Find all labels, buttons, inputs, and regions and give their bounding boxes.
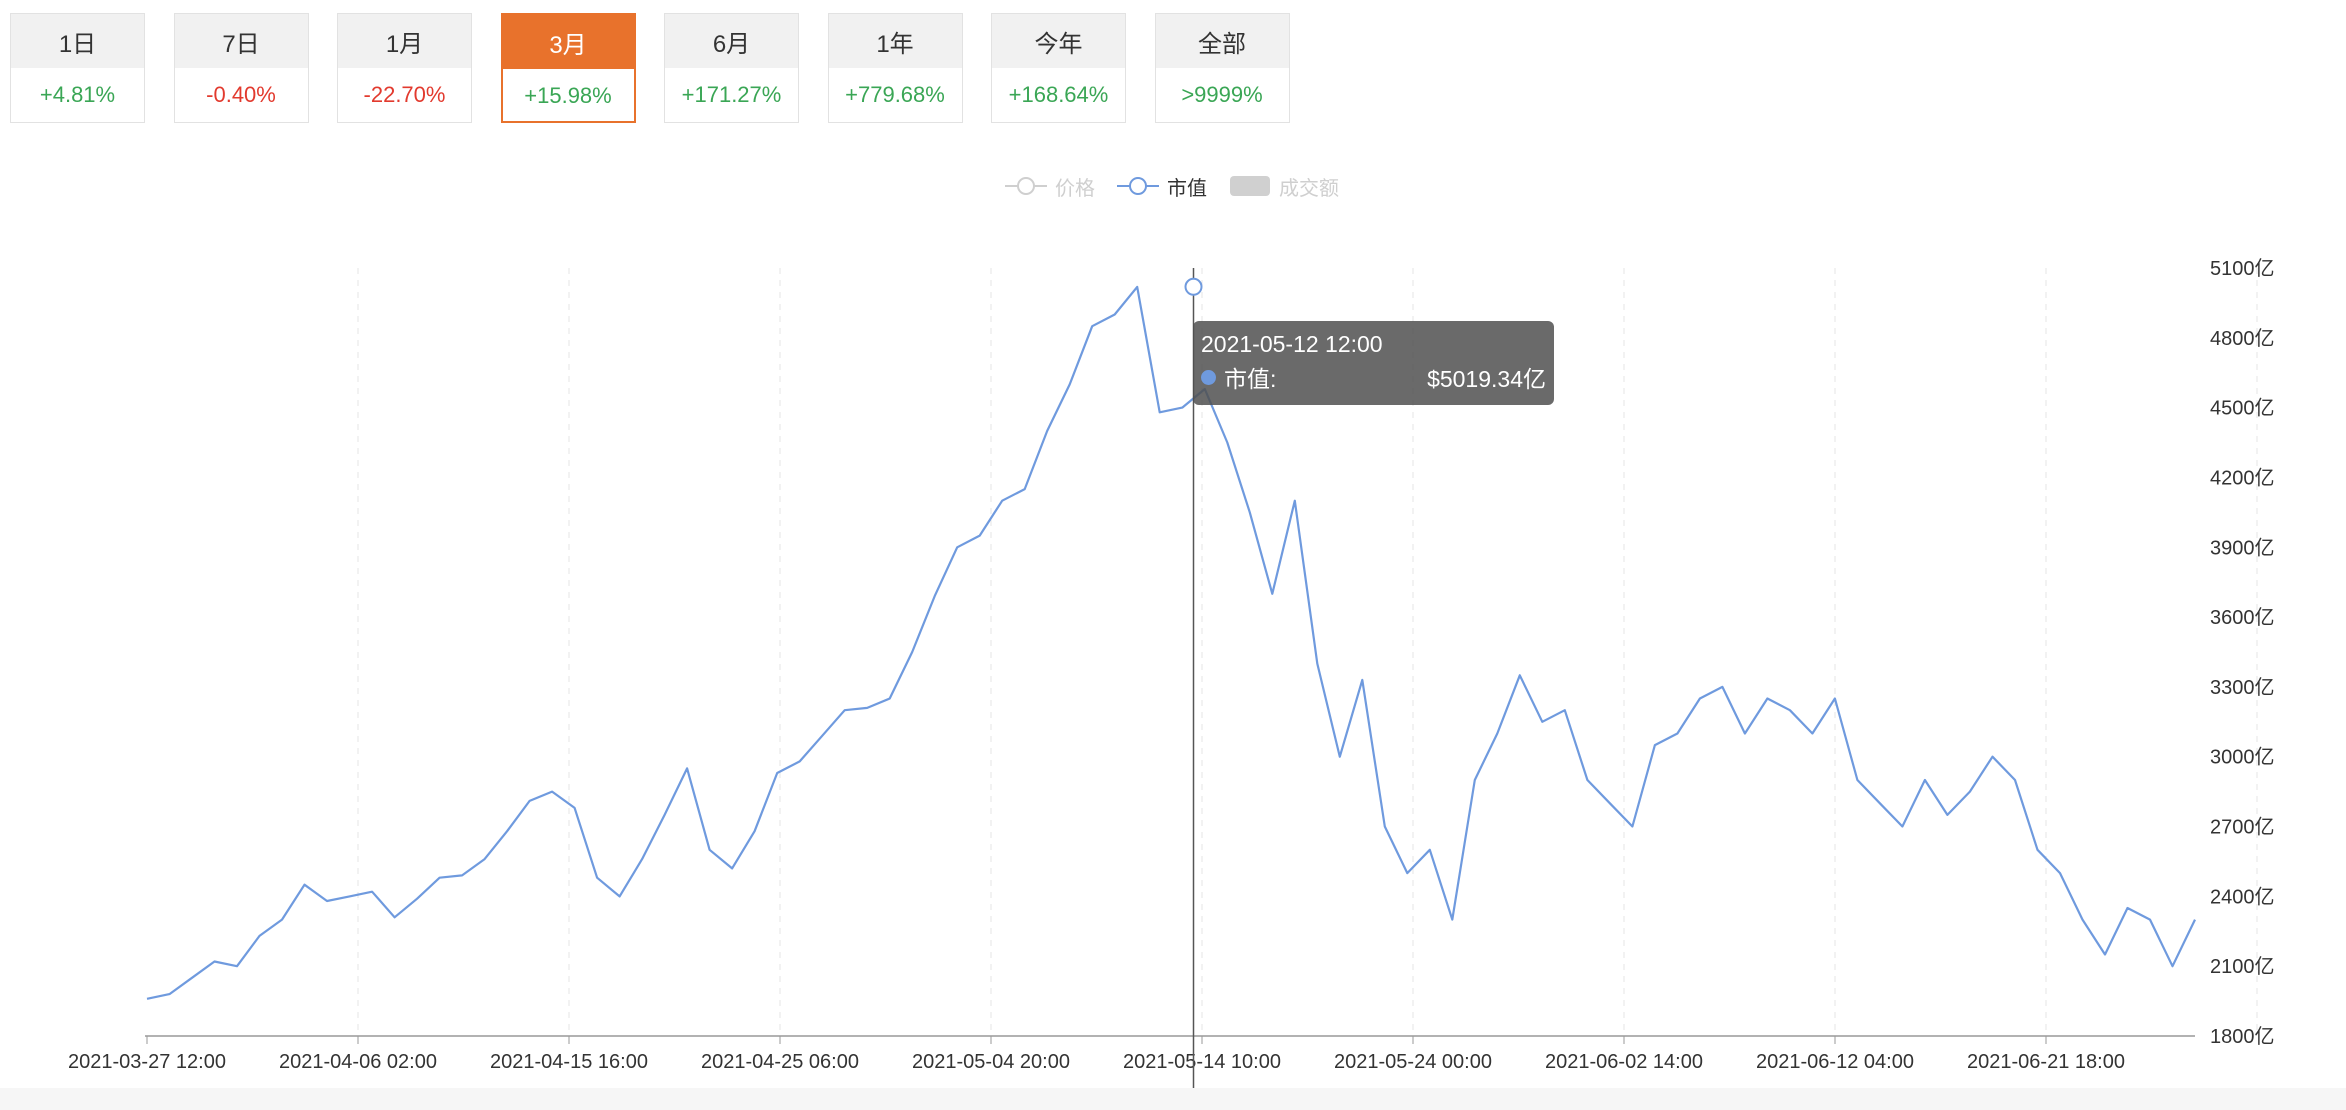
period-label: 1日 (11, 14, 144, 68)
legend-item[interactable]: 市值 (1117, 172, 1207, 201)
tooltip-series-name: 市值: (1224, 366, 1277, 392)
period-change: +168.64% (1008, 82, 1109, 107)
chart-tooltip: 2021-05-12 12:00 市值: $5019.34亿 (1193, 321, 1554, 405)
highlight-point (1184, 277, 1203, 296)
x-tick-label: 2021-04-06 02:00 (279, 1051, 437, 1073)
period-button[interactable]: 全部 >9999% (1154, 13, 1290, 123)
y-tick-label: 2400亿 (2210, 885, 2275, 908)
period-button[interactable]: 3月 +15.98% (500, 13, 636, 123)
period-change: +15.98% (524, 83, 612, 108)
legend-label: 市值 (1167, 177, 1207, 200)
y-tick-label: 3900亿 (2210, 536, 2275, 559)
tooltip-row: 市值: $5019.34亿 (1201, 359, 1546, 395)
y-tick-label: 2100亿 (2210, 955, 2275, 978)
period-button[interactable]: 1日 +4.81% (10, 13, 145, 123)
y-tick-label: 2700亿 (2210, 816, 2275, 839)
y-tick-label: 4200亿 (2210, 466, 2275, 489)
x-tick-label: 2021-03-27 12:00 (68, 1051, 226, 1073)
period-label: 7日 (174, 14, 308, 68)
period-button[interactable]: 1年 +779.68% (827, 13, 963, 123)
period-button[interactable]: 今年 +168.64% (991, 13, 1126, 123)
chart-legend: 价格 市值 成交额 (1005, 170, 1361, 202)
period-change: -22.70% (363, 82, 446, 107)
x-tick-label: 2021-05-24 00:00 (1334, 1051, 1492, 1073)
tooltip-time: 2021-05-12 12:00 (1201, 331, 1383, 357)
x-tick-label: 2021-04-25 06:00 (701, 1051, 859, 1073)
period-label: 3月 (502, 15, 634, 69)
x-tick-label: 2021-04-15 16:00 (490, 1051, 648, 1073)
period-label: 全部 (1155, 14, 1289, 68)
x-tick-label: 2021-05-04 20:00 (912, 1051, 1070, 1073)
x-tick-label: 2021-06-21 18:00 (1967, 1051, 2125, 1073)
bottom-strip (0, 1088, 2346, 1110)
period-label: 1年 (828, 14, 962, 68)
period-label: 1月 (338, 14, 471, 68)
x-tick-label: 2021-06-02 14:00 (1545, 1051, 1703, 1073)
y-tick-label: 5100亿 (2210, 257, 2275, 280)
period-change: -0.40% (206, 82, 276, 107)
period-label: 今年 (992, 14, 1125, 68)
period-label: 6月 (665, 14, 798, 68)
y-tick-label: 3300亿 (2210, 676, 2275, 699)
y-tick-label: 3000亿 (2210, 746, 2275, 769)
bar-rect-icon (1230, 176, 1270, 196)
period-change: +171.27% (681, 82, 782, 107)
period-change: +779.68% (845, 82, 945, 107)
y-tick-label: 4800亿 (2210, 327, 2275, 350)
y-tick-label: 4500亿 (2210, 397, 2275, 420)
period-button[interactable]: 6月 +171.27% (664, 13, 799, 123)
y-tick-label: 3600亿 (2210, 606, 2275, 629)
line-circle-icon (1117, 177, 1159, 195)
legend-item[interactable]: 价格 (1005, 172, 1095, 201)
tooltip-value: $5019.34亿 (1427, 366, 1546, 392)
period-button[interactable]: 1月 -22.70% (337, 13, 472, 123)
series-dot-icon (1201, 369, 1216, 385)
period-change: +4.81% (39, 82, 116, 107)
legend-item[interactable]: 成交额 (1229, 172, 1339, 201)
series-line-market-cap (146, 285, 2196, 1000)
legend-label: 价格 (1055, 177, 1095, 200)
y-tick-label: 1800亿 (2210, 1025, 2275, 1048)
legend-label: 成交额 (1279, 177, 1339, 200)
x-tick-label: 2021-06-12 04:00 (1756, 1051, 1914, 1073)
period-change: >9999% (1181, 82, 1263, 107)
x-tick-label: 2021-05-14 10:00 (1123, 1051, 1281, 1073)
line-circle-icon (1005, 177, 1047, 195)
period-button[interactable]: 7日 -0.40% (173, 13, 309, 123)
